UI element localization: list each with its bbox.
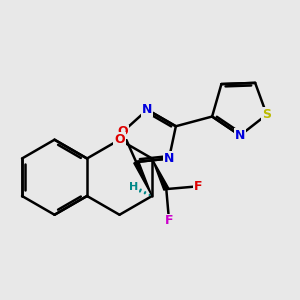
Text: F: F: [165, 214, 173, 227]
Text: N: N: [142, 103, 152, 116]
Polygon shape: [152, 158, 169, 190]
Text: N: N: [235, 129, 245, 142]
Text: O: O: [117, 125, 128, 138]
Text: N: N: [164, 152, 174, 165]
Text: O: O: [114, 133, 125, 146]
Text: F: F: [194, 180, 202, 193]
Polygon shape: [134, 161, 152, 196]
Text: S: S: [262, 108, 271, 121]
Text: H: H: [129, 182, 138, 192]
